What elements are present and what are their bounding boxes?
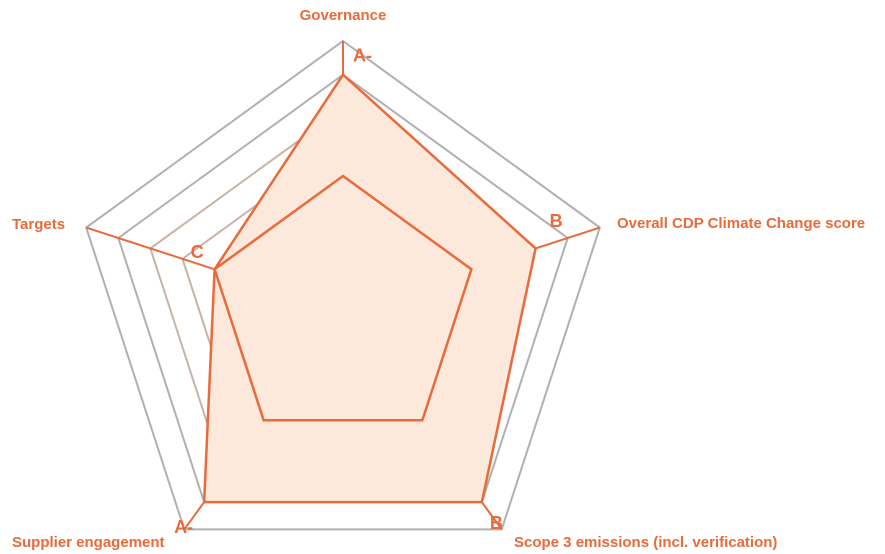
axis-label-4: Targets — [12, 216, 65, 233]
axis-label-1: Overall CDP Climate Change score — [617, 215, 865, 232]
radar-series — [202, 72, 537, 504]
series-0-area — [204, 74, 536, 503]
data-label-4: C — [191, 242, 204, 262]
axis-label-3: Supplier engagement — [12, 534, 165, 551]
series-0-line — [202, 72, 537, 504]
grid-ring-8 — [85, 39, 601, 531]
axis-label-0: Governance — [300, 7, 387, 24]
radar-labels: Governance Overall CDP Climate Change sco… — [12, 7, 865, 551]
axis-label-2: Scope 3 emissions (incl. verification) — [514, 534, 777, 551]
data-label-3: A- — [174, 517, 193, 537]
data-label-2: B — [490, 513, 503, 533]
data-label-0: A- — [353, 46, 372, 66]
data-label-1: B — [550, 211, 563, 231]
series-1-line — [213, 174, 473, 422]
